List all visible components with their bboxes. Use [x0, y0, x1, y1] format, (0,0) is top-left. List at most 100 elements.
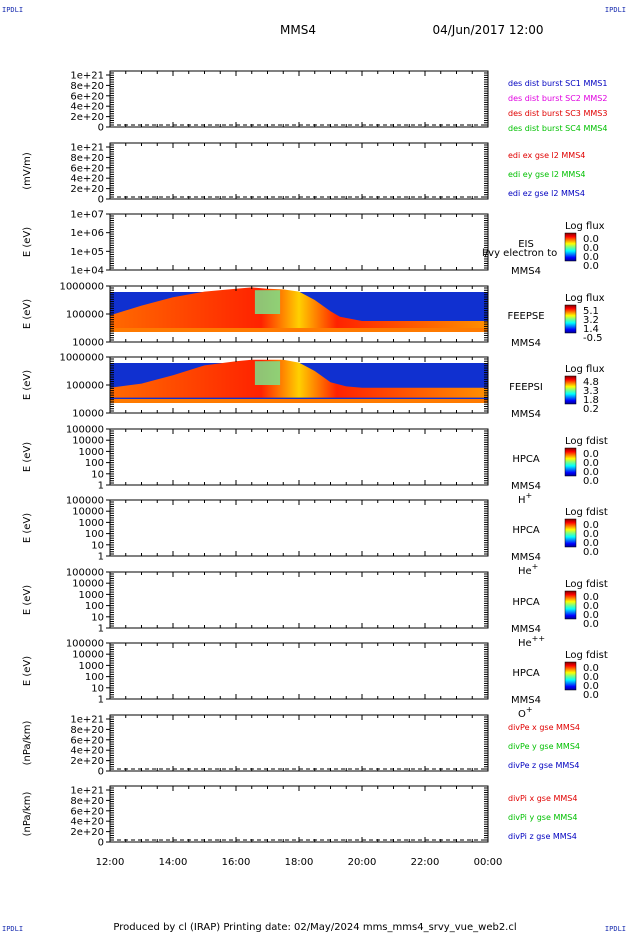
corner-label-top-right: IPDLI — [605, 6, 626, 14]
y-tick-label: 100000 — [66, 496, 104, 507]
y-tick-label: 4e+20 — [70, 174, 104, 185]
y-tick-label: 6e+20 — [70, 163, 104, 174]
y-tick-label: 10000 — [72, 436, 104, 447]
colorbar-value: 0.0 — [583, 610, 599, 621]
spectrogram-flux-region — [110, 359, 488, 398]
y-tick-label: 10000 — [72, 650, 104, 661]
y-axis-label: E (eV) — [22, 227, 33, 257]
y-tick-label: 10 — [91, 469, 104, 480]
y-tick-label: 1e+04 — [70, 266, 104, 277]
y-tick-label: 1000000 — [59, 282, 104, 293]
species-label: H+ — [518, 491, 532, 506]
colorbar-value: 0.0 — [583, 619, 599, 630]
species-charge: + — [526, 705, 533, 714]
panel-eis: 1e+07 1e+06 1e+05 1e+04 E (eV) EIS MMS4 l/vy el… — [22, 210, 605, 278]
legend-entry: divPe z gse MMS4 — [508, 761, 579, 770]
x-tick-label: 00:00 — [474, 857, 503, 868]
y-tick-label: 100000 — [66, 381, 104, 392]
panel-frame — [109, 714, 489, 772]
species-name: He — [518, 566, 532, 577]
colorbar-value: 0.0 — [583, 243, 599, 254]
spacecraft-label: MMS4 — [511, 266, 541, 277]
y-tick-label: 0 — [98, 195, 104, 206]
instrument-label: HPCA — [512, 597, 540, 608]
colorbar-title: Log fdist — [565, 579, 608, 590]
colorbar-title: Log fdist — [565, 507, 608, 518]
colorbar-value: 0.0 — [583, 520, 599, 531]
colorbar-value: 0.0 — [583, 601, 599, 612]
instrument-label: FEEPSE — [507, 311, 544, 322]
colorbar-value: 0.0 — [583, 252, 599, 263]
panel-feeps-ion: 1000000 100000 10000 E (eV) FEEPSI MMS4 Log fl… — [22, 353, 605, 421]
panel-frame — [109, 70, 489, 128]
y-tick-label: 100000 — [66, 639, 104, 650]
y-tick-label: 1 — [98, 481, 104, 492]
corner-label-top-left: IPDLI — [2, 6, 23, 14]
species-charge: + — [532, 562, 539, 571]
y-tick-label: 8e+20 — [70, 153, 104, 164]
colorbar-value: 0.0 — [583, 690, 599, 701]
legend-entry: des dist burst SC4 MMS4 — [508, 124, 607, 133]
colorbar-value: 0.0 — [583, 663, 599, 674]
legend-entry: edi ez gse l2 MMS4 — [508, 189, 585, 198]
y-tick-label: 1e+21 — [70, 786, 104, 797]
instrument-label: HPCA — [512, 668, 540, 679]
species-label: He++ — [518, 634, 545, 649]
y-tick-label: 10000 — [72, 409, 104, 420]
colorbar-title: Log flux — [565, 221, 605, 232]
instrument-label: EIS — [518, 239, 534, 250]
spectrogram-lower-band — [110, 399, 488, 403]
y-axis-label: (nPa/km) — [22, 792, 33, 837]
colorbar-value: -0.5 — [583, 333, 603, 344]
species-label: O+ — [518, 705, 533, 720]
spectrogram-midband — [254, 361, 281, 385]
y-tick-label: 10000 — [72, 579, 104, 590]
legend-entry: divPi x gse MMS4 — [508, 794, 577, 803]
colorbar-value: 4.8 — [583, 377, 599, 388]
corner-label-bottom-left: IPDLI — [2, 925, 23, 933]
species-charge: + — [526, 491, 533, 500]
instrument-label: FEEPSI — [509, 382, 543, 393]
spacecraft-label: MMS4 — [511, 552, 541, 563]
x-tick-label: 14:00 — [159, 857, 188, 868]
y-tick-label: 100000 — [66, 425, 104, 436]
y-tick-label: 10 — [91, 612, 104, 623]
y-tick-label: 10 — [91, 683, 104, 694]
species-name: O — [518, 709, 526, 720]
instrument-label: HPCA — [512, 454, 540, 465]
colorbar-value: 0.0 — [583, 467, 599, 478]
panel-frame — [109, 213, 489, 271]
colorbar-value: 0.0 — [583, 458, 599, 469]
spacecraft-label: MMS4 — [511, 338, 541, 349]
overlay-annotation: l/vy electron to — [482, 248, 557, 259]
y-axis-label: (nPa/km) — [22, 721, 33, 766]
colorbar-value: 3.3 — [583, 386, 599, 397]
panel-frame — [109, 142, 489, 200]
legend-entry: divPi y gse MMS4 — [508, 813, 577, 822]
colorbar-value: 0.0 — [583, 261, 599, 272]
y-axis-label: E (eV) — [22, 442, 33, 472]
y-axis-label: E (eV) — [22, 299, 33, 329]
colorbar-value: 0.0 — [583, 476, 599, 487]
colorbar-value: 0.0 — [583, 672, 599, 683]
colorbar-title: Log flux — [565, 364, 605, 375]
y-tick-label: 0 — [98, 838, 104, 849]
colorbar-value: 1.4 — [583, 324, 599, 335]
colorbar-value: 1.8 — [583, 395, 599, 406]
y-tick-label: 100000 — [66, 310, 104, 321]
y-tick-label: 1 — [98, 695, 104, 706]
y-tick-label: 6e+20 — [70, 735, 104, 746]
colorbar-value: 5.1 — [583, 306, 599, 317]
y-tick-label: 4e+20 — [70, 817, 104, 828]
y-axis-label: E (eV) — [22, 370, 33, 400]
colorbar-value: 3.2 — [583, 315, 599, 326]
spectrogram-flux-region — [110, 287, 488, 330]
y-tick-label: 1 — [98, 624, 104, 635]
spacecraft-label: MMS4 — [511, 409, 541, 420]
